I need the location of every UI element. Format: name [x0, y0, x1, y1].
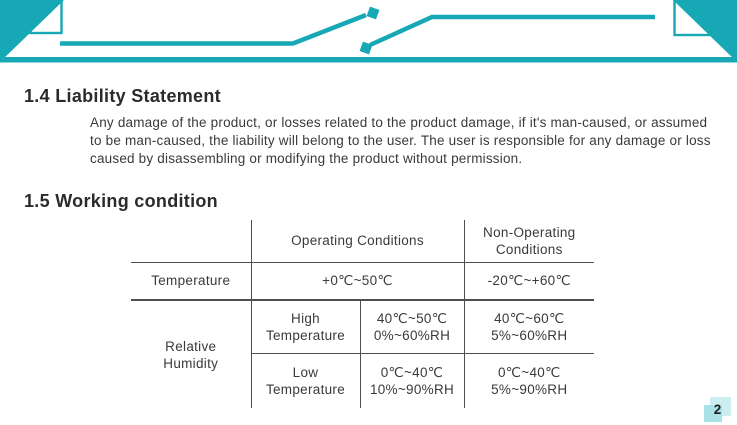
arrow-marker-up-icon	[366, 6, 380, 20]
table-row-humidity-low: Low Temperature 0℃~40℃ 10%~90%RH 0℃~40℃ …	[131, 353, 595, 408]
folded-corner-right-icon	[673, 0, 737, 62]
zigzag-arrow-line-right	[359, 14, 655, 55]
header-bar	[0, 57, 737, 63]
cell-low-non-operating: 0℃~40℃ 5%~90%RH	[463, 353, 595, 408]
cell-low-operating: 0℃~40℃ 10%~90%RH	[369, 364, 455, 397]
folded-corner-left-icon	[0, 0, 64, 62]
cell-temperature-operating: +0℃~50℃	[251, 262, 465, 301]
cell-high-non-operating: 40℃~60℃ 5%~60%RH	[463, 300, 595, 354]
header-decoration	[0, 0, 737, 63]
cell-temperature-non-operating: -20℃~+60℃	[463, 262, 595, 301]
row-label-high-temperature: High Temperature	[251, 300, 361, 354]
page-number-badge: 2	[704, 396, 731, 422]
liability-statement-paragraph: Any damage of the product, or losses rel…	[90, 115, 711, 166]
column-header-non-operating: Non-Operating Conditions	[463, 220, 595, 263]
zigzag-arrow-line-left	[60, 6, 380, 46]
row-label-low-temperature: Low Temperature	[251, 353, 361, 408]
table-row-header: Operating Conditions Non-Operating Condi…	[131, 220, 595, 263]
table-row-humidity-high: Relative Humidity High Temperature 40℃~5…	[131, 300, 595, 408]
arrow-marker-down-icon	[359, 41, 373, 55]
working-condition-table: Operating Conditions Non-Operating Condi…	[131, 220, 595, 408]
column-header-operating: Operating Conditions	[251, 220, 465, 263]
cell-corner-empty	[131, 220, 252, 263]
row-label-temperature: Temperature	[131, 262, 252, 301]
row-label-relative-humidity: Relative Humidity	[131, 300, 252, 408]
cell-high-operating: 40℃~50℃ 0%~60%RH	[360, 300, 465, 354]
page-number: 2	[713, 401, 722, 417]
section-heading-liability-statement: 1.4 Liability Statement	[24, 86, 221, 106]
badge-square-mid	[704, 405, 722, 422]
table-row-temperature: Temperature +0℃~50℃ -20℃~+60℃	[131, 262, 595, 301]
section-heading-working-condition: 1.5 Working condition	[24, 191, 218, 211]
